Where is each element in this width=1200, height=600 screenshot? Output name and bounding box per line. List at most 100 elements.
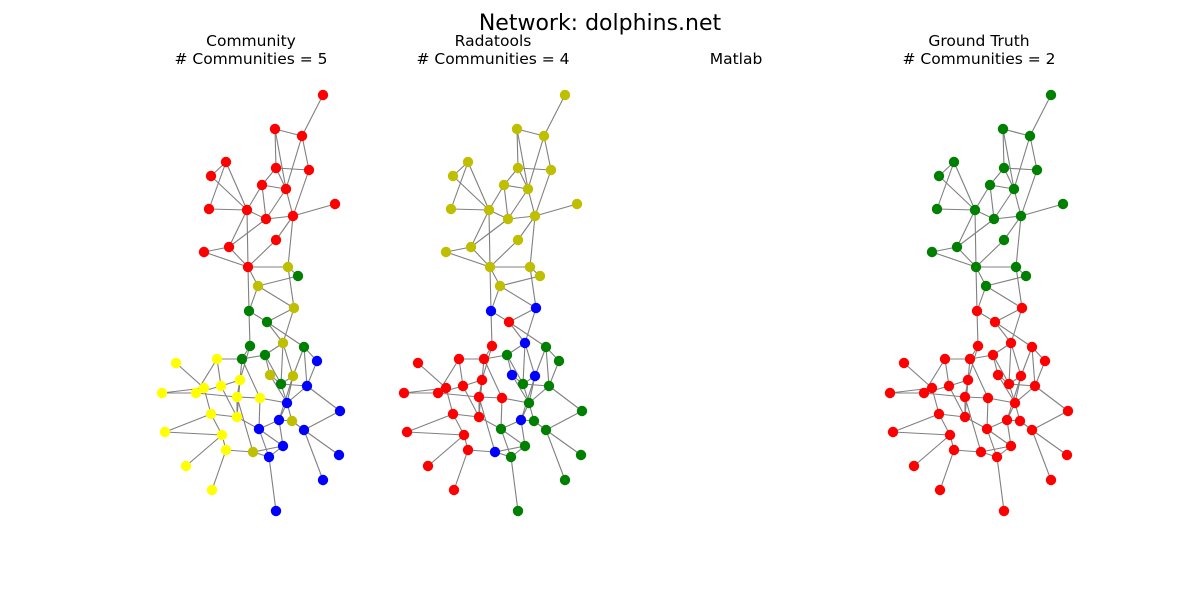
network-edge xyxy=(524,307,537,344)
network-edge xyxy=(936,161,955,210)
network-node xyxy=(398,387,410,399)
network-node xyxy=(529,370,541,382)
network-node xyxy=(303,164,315,176)
network-edge xyxy=(1003,167,1038,171)
network-graph-radatools xyxy=(398,89,588,517)
network-edge xyxy=(203,251,249,268)
network-node xyxy=(933,408,945,420)
network-node xyxy=(981,423,993,435)
network-edge xyxy=(997,374,1016,404)
network-node xyxy=(530,302,542,314)
network-node xyxy=(298,424,310,436)
network-edge xyxy=(282,307,295,344)
network-node xyxy=(984,179,996,191)
network-node xyxy=(170,357,182,369)
network-edge xyxy=(195,392,238,398)
network-node xyxy=(1057,198,1069,210)
network-node xyxy=(1015,370,1027,382)
network-node xyxy=(512,162,524,174)
network-edge xyxy=(211,449,227,491)
network-edge xyxy=(529,266,537,309)
network-node xyxy=(231,411,243,423)
panel-community-title: Community xyxy=(206,32,296,50)
network-node xyxy=(1024,130,1036,142)
network-node xyxy=(473,411,485,423)
network-graph-community xyxy=(156,89,346,517)
network-edge xyxy=(511,374,530,404)
network-node xyxy=(287,210,299,222)
network-node xyxy=(931,203,943,215)
network-node xyxy=(260,213,272,225)
network-edge xyxy=(1015,215,1022,268)
network-node xyxy=(334,405,346,417)
network-node xyxy=(270,234,282,246)
network-node xyxy=(286,415,298,427)
panel-community: Community # Communities = 5 xyxy=(156,32,346,517)
network-node xyxy=(483,204,495,216)
network-node xyxy=(281,397,293,409)
network-edge xyxy=(1013,135,1031,190)
network-node xyxy=(231,391,243,403)
network-node xyxy=(939,353,951,365)
network-edge xyxy=(406,431,465,436)
network-edge xyxy=(543,135,552,171)
network-node xyxy=(453,353,465,365)
network-node xyxy=(205,170,217,182)
network-edge xyxy=(269,374,288,404)
network-node xyxy=(962,374,974,386)
panel-radatools: Radatools # Communities = 4 xyxy=(398,32,588,517)
network-node xyxy=(959,391,971,403)
network-edge xyxy=(467,161,490,211)
network-node xyxy=(496,392,508,404)
network-node xyxy=(1015,210,1027,222)
network-edge xyxy=(274,128,277,169)
network-node xyxy=(559,474,571,486)
network-node xyxy=(1014,415,1026,427)
network-edge xyxy=(956,218,995,248)
network-edge xyxy=(931,251,977,268)
network-edge xyxy=(274,128,287,190)
network-edge xyxy=(948,385,966,418)
network-node xyxy=(280,183,292,195)
network-edge xyxy=(257,275,299,287)
network-node xyxy=(254,392,266,404)
network-node xyxy=(180,460,192,472)
network-node xyxy=(515,414,527,426)
network-edge xyxy=(301,135,310,171)
network-node xyxy=(298,341,310,353)
network-node xyxy=(501,349,513,361)
network-edge xyxy=(265,188,287,220)
network-edge xyxy=(499,275,541,287)
network-edge xyxy=(534,169,552,217)
network-edge xyxy=(453,449,469,491)
panel-radatools-title: Radatools xyxy=(455,32,532,50)
network-node xyxy=(264,369,276,381)
network-edge xyxy=(989,184,995,220)
network-edge xyxy=(1002,128,1015,190)
network-node xyxy=(301,380,313,392)
network-node xyxy=(948,156,960,168)
network-edge xyxy=(488,209,491,268)
network-edge xyxy=(529,215,536,268)
network-node xyxy=(502,213,514,225)
network-node xyxy=(998,234,1010,246)
network-node xyxy=(457,380,469,392)
network-node xyxy=(511,123,523,135)
network-node xyxy=(898,357,910,369)
network-edge xyxy=(545,429,582,456)
network-edge xyxy=(287,266,295,309)
network-edge xyxy=(923,392,966,398)
network-node xyxy=(489,446,501,458)
network-node xyxy=(484,261,496,273)
network-node xyxy=(311,355,323,367)
network-node xyxy=(198,246,210,258)
network-node xyxy=(401,426,413,438)
network-edge xyxy=(164,413,212,433)
network-node xyxy=(440,382,452,394)
network-edge xyxy=(956,209,976,248)
network-node xyxy=(236,353,248,365)
network-edge xyxy=(903,362,933,389)
network-node xyxy=(926,246,938,258)
network-edge xyxy=(406,413,454,433)
panel-matlab-title: Matlab xyxy=(710,50,763,68)
